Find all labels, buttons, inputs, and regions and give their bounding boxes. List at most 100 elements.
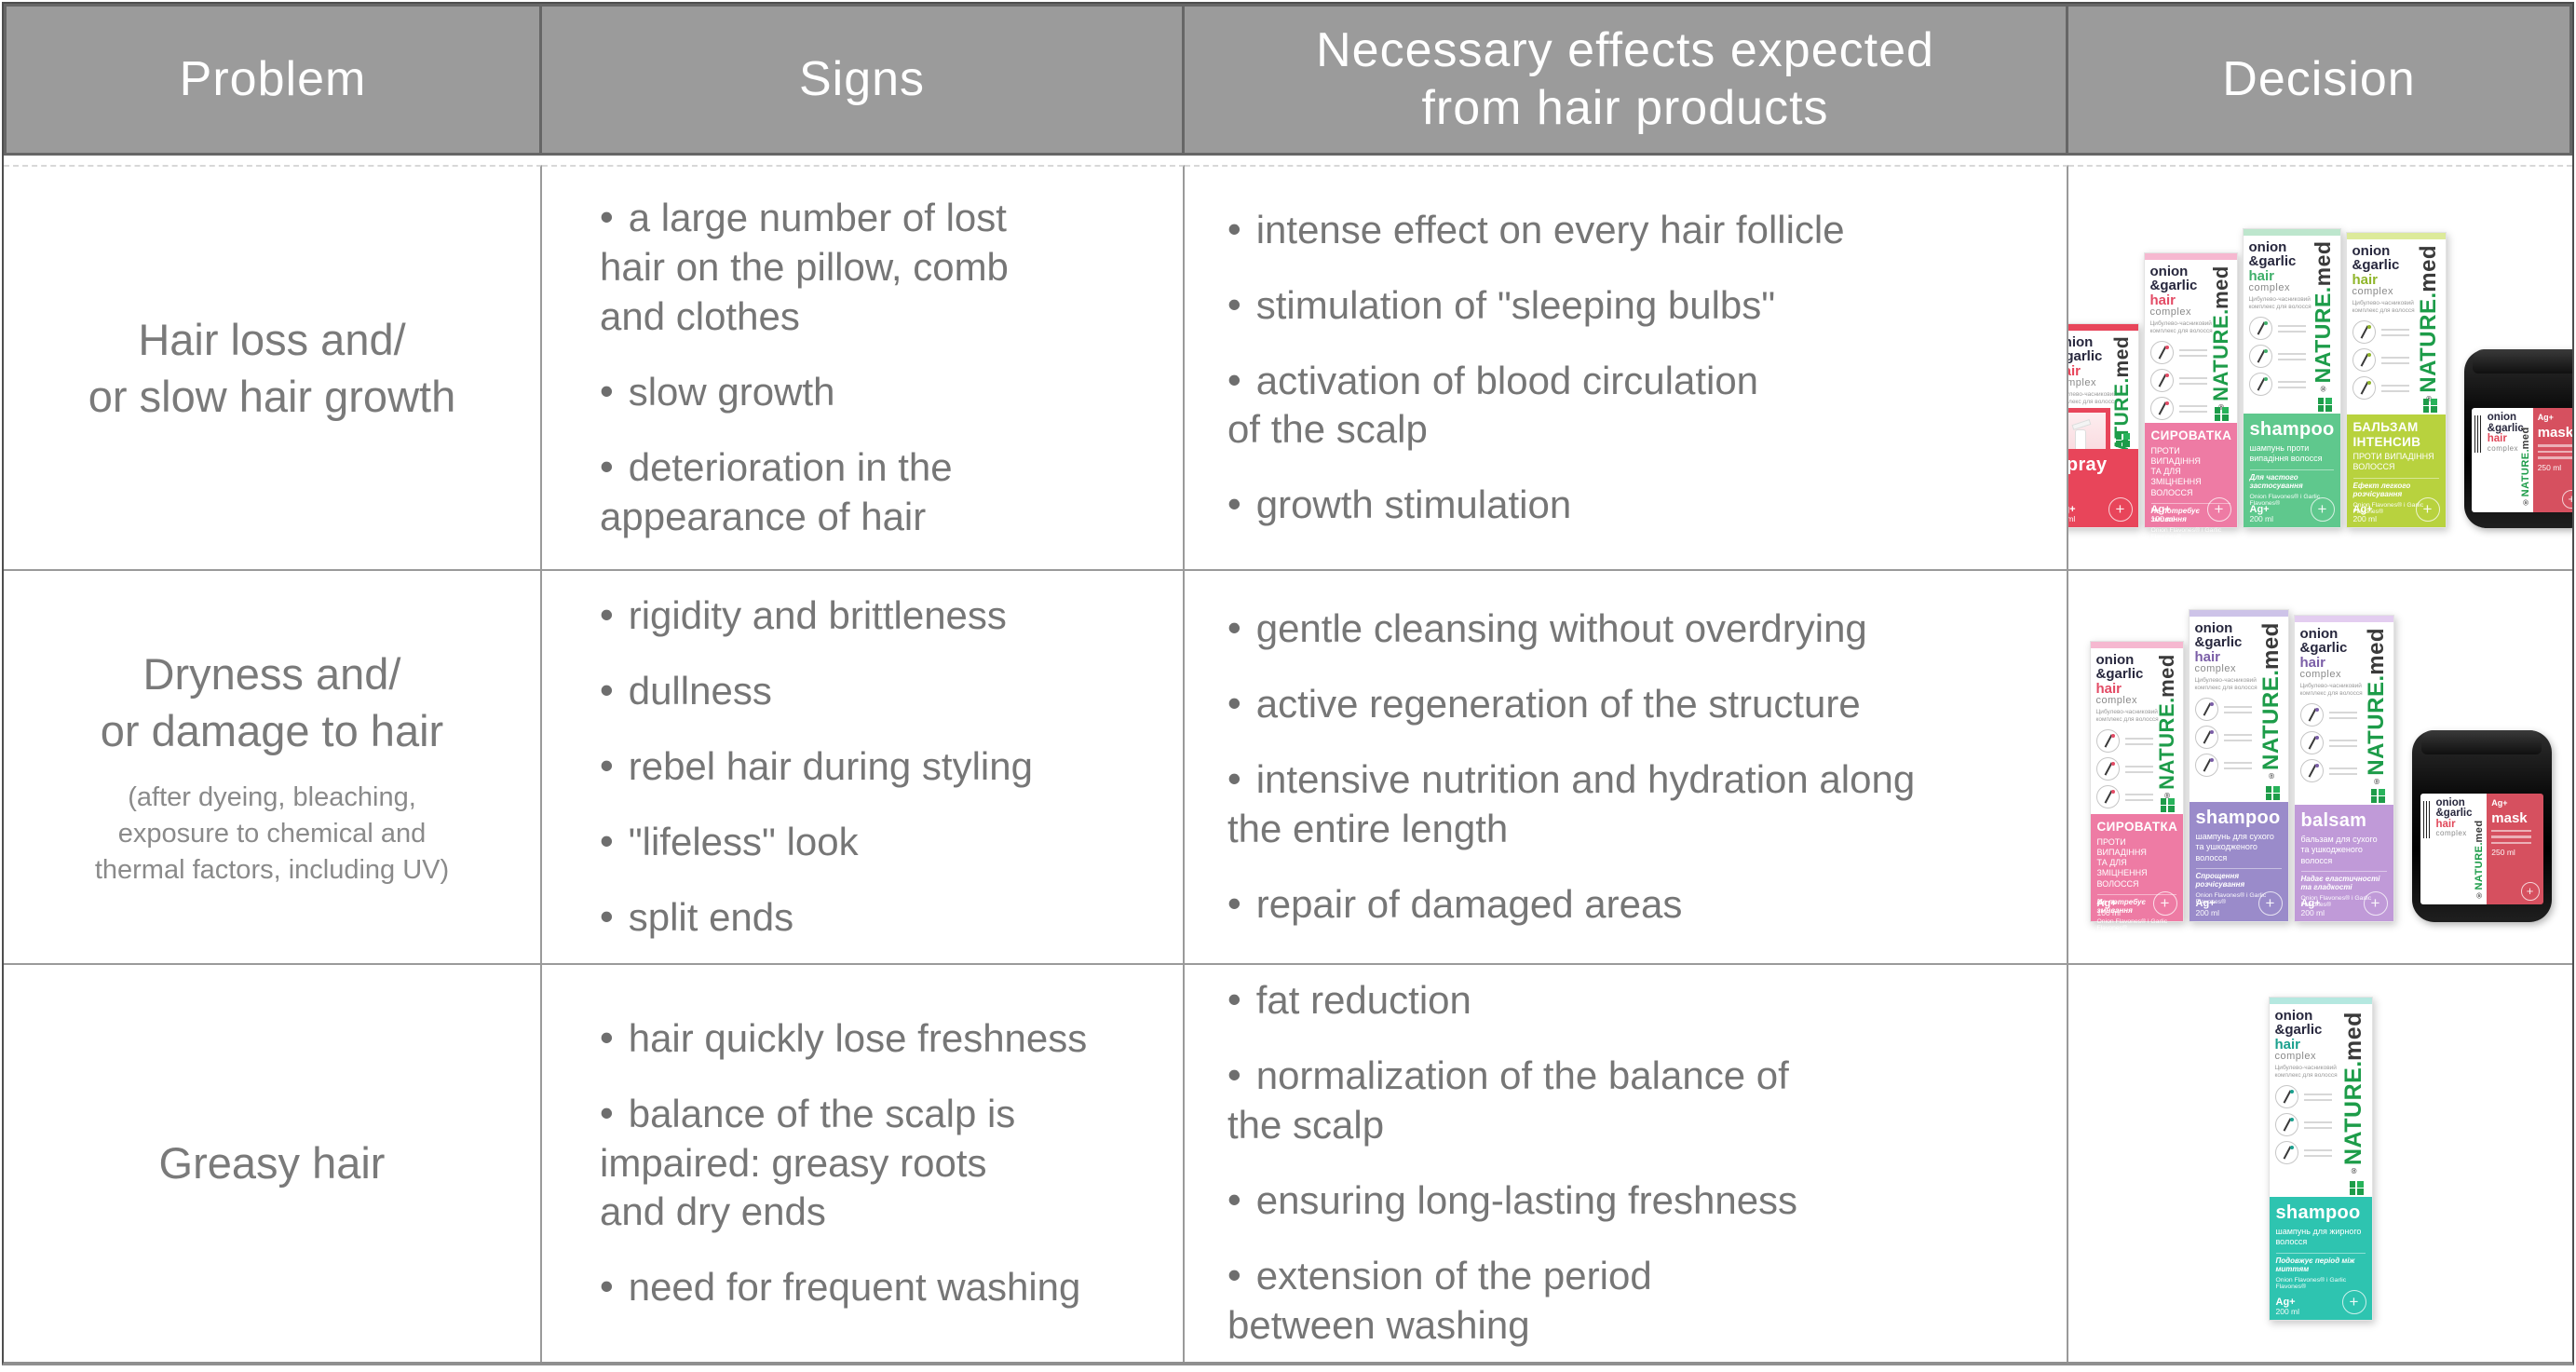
icon-accent-dot <box>2209 758 2214 763</box>
brand-hair: hair <box>2299 654 2326 671</box>
box-color-band: БАЛЬЗАМ ІНТЕНСИВ ПРОТИ ВИПАДІННЯ ВОЛОССЯ Е… <box>2346 414 2446 527</box>
nature-med-cross-logo <box>2214 407 2229 421</box>
med-text: med <box>2415 245 2441 292</box>
cross-logo-square <box>2325 405 2332 412</box>
med-text: med <box>2311 241 2336 287</box>
brand-microtext: Цибулево-часниковий комплекс для волосся <box>2248 296 2312 311</box>
med-text: med <box>2519 427 2531 450</box>
brand-hair: hair <box>2274 1036 2301 1053</box>
icon-caption-lines <box>2178 401 2207 416</box>
ag-silver-mark: Ag+ <box>2300 897 2321 909</box>
hair-follicle-icon <box>2194 698 2218 722</box>
bullet-item: • stimulation of "sleeping bulbs" <box>1227 281 2039 331</box>
cell-problem-dryness: Dryness and/ or damage to hair (after dy… <box>4 569 542 963</box>
cross-logo-square <box>2221 407 2229 414</box>
cross-logo-square <box>2122 433 2130 440</box>
icon-accent-dot <box>2366 381 2371 386</box>
nature-med-vertical: ®NATURE.med <box>2311 241 2336 392</box>
brand-vertical: ®NATURE.med <box>2413 245 2445 402</box>
benefit-icon-row <box>2194 754 2285 778</box>
cell-effects-greasy: • fat reduction • normalization of the bala… <box>1185 963 2068 1362</box>
bullet-text: need for frequent washing <box>628 1265 1081 1310</box>
bullet-item: • active regeneration of the structure <box>1227 680 2039 729</box>
brand-complex: complex <box>2194 662 2236 674</box>
brand-garlic: &garlic <box>2487 422 2524 434</box>
hair-follicle-icon <box>2299 703 2324 727</box>
ag-silver-mark: Ag+ <box>2195 897 2216 909</box>
band-footer: Ag+ 200 ml <box>2276 1297 2300 1316</box>
header-gap <box>4 156 2572 165</box>
box-color-band: СИРОВАТКА ПРОТИ ВИПАДІННЯ ТА ДЛЯ ЗМІЦНЕНН… <box>2090 814 2183 931</box>
cross-logo-square <box>2122 441 2130 447</box>
icon-caption-lines <box>2303 1146 2332 1161</box>
bullet-text: fat reduction <box>1255 978 1471 1023</box>
hair-follicle-icon <box>2149 341 2174 365</box>
hair-follicle-icon <box>2274 1141 2298 1165</box>
bullet-text: gentle cleansing without overdrying <box>1255 606 1867 651</box>
caption-line <box>2380 356 2409 360</box>
benefit-icon-row <box>2299 731 2390 755</box>
brand-garlic: &garlic <box>2274 1022 2323 1039</box>
benefit-icon-row <box>2248 373 2337 397</box>
brand-microtext: Цибулево-часниковий комплекс для волосся <box>2149 320 2213 335</box>
benefit-icon-row <box>2299 759 2390 783</box>
brand-hair: hair <box>2248 267 2275 284</box>
bullet-text: intensive nutrition and hydration along … <box>1227 757 1916 850</box>
registered-mark: ® <box>2474 890 2484 900</box>
icon-caption-lines <box>2223 758 2252 773</box>
brand-onion: onion <box>2299 626 2339 642</box>
caption-line <box>2124 770 2153 774</box>
bullet-dot: • <box>600 1014 614 1059</box>
bullet-text: growth stimulation <box>1255 482 1572 527</box>
onion-garlic-stamp: + <box>2562 489 2572 509</box>
bullet-text: active regeneration of the structure <box>1255 682 1861 727</box>
volume-label: 250 ml <box>2537 462 2562 472</box>
caption-line <box>2178 410 2207 414</box>
cell-problem-greasy: Greasy hair <box>4 963 542 1362</box>
caption-line <box>2303 1121 2332 1124</box>
bullet-item: • rigidity and brittleness <box>600 591 1155 641</box>
brand-hair: hair <box>2068 362 2081 379</box>
brand-vertical: ®NATURE.med <box>2361 628 2393 785</box>
benefit-icon-row <box>2149 397 2233 421</box>
benefit-icon-row <box>2095 757 2179 781</box>
bullet-dot: • <box>600 818 614 863</box>
volume-label: 200 ml <box>2249 513 2274 523</box>
benefit-icons <box>2299 703 2390 783</box>
brand-vertical: ®NATURE.med <box>2338 1010 2370 1175</box>
bullet-dot: • <box>1227 880 1241 925</box>
product-brand: onion &garlic hair complex <box>2436 797 2485 838</box>
nature-med-vertical: ®NATURE.med <box>2111 336 2134 449</box>
volume-label: 200 ml <box>2300 907 2325 917</box>
bullet-dot: • <box>1227 1252 1241 1297</box>
cross-logo-square <box>2349 1189 2356 1195</box>
bullet-text: stimulation of "sleeping bulbs" <box>1255 282 1776 327</box>
bullet-text: rigidity and brittleness <box>628 593 1007 638</box>
product-tagline: Спрощення розчісування <box>2195 867 2282 889</box>
icon-accent-dot <box>2263 321 2268 326</box>
caption-line <box>2277 352 2306 356</box>
hair-follicle-icon <box>2194 754 2218 778</box>
registered-mark: ® <box>2319 383 2328 393</box>
onion-garlic-stamp: + <box>2152 891 2177 916</box>
benefit-icon-row <box>2352 376 2442 401</box>
ag-silver-mark: Ag+ <box>2249 503 2270 515</box>
benefit-icons <box>2352 320 2442 401</box>
brand-onion: onion <box>2248 239 2287 255</box>
product-type-title: СИРОВАТКА <box>2150 428 2232 442</box>
product-jar: onion &garlic hair complex ® NATURE. med Ag+ mas… <box>2411 730 2552 922</box>
caption-line <box>2277 358 2306 361</box>
bullet-item: • split ends <box>600 893 1155 943</box>
jar-label: onion &garlic hair complex ® NATURE. med Ag+ mas… <box>2420 793 2543 905</box>
caption-line <box>2223 705 2252 709</box>
caption-line <box>2178 404 2207 408</box>
hair-follicle-icon <box>2095 729 2120 754</box>
nature-med-cross-logo <box>2317 398 2332 412</box>
